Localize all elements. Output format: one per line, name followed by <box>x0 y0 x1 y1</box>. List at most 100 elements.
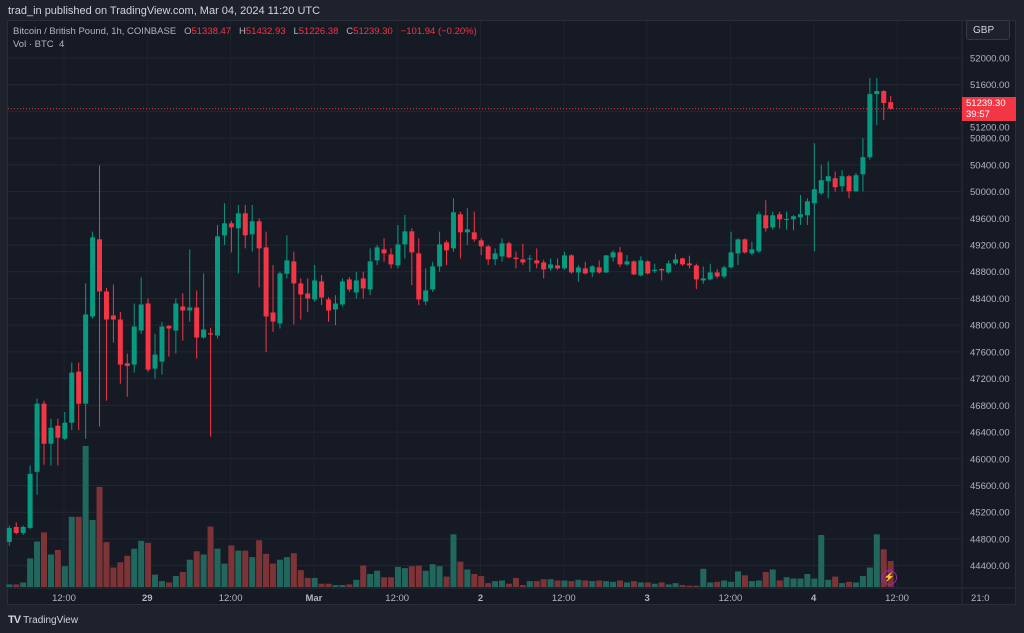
candle-up <box>450 212 456 249</box>
candle-down <box>346 279 352 290</box>
volume-bar <box>748 581 755 587</box>
candle-up <box>666 263 672 273</box>
volume-bar <box>859 575 866 587</box>
candle-down <box>846 176 852 192</box>
candle-down <box>117 319 123 365</box>
symbol-title[interactable]: Bitcoin / British Pound, 1h, COINBASE <box>13 26 177 37</box>
time-tick-label: 3 <box>644 593 649 604</box>
volume-bar <box>346 584 353 587</box>
candle-down <box>541 262 547 270</box>
candle-up <box>867 94 873 158</box>
price-tick-label: 47600.00 <box>970 347 1010 358</box>
volume-bar <box>839 583 846 587</box>
candle-up <box>430 266 436 290</box>
volume-bar <box>561 580 568 587</box>
candle-down <box>832 178 838 188</box>
volume-bar <box>846 581 853 587</box>
time-tick-label: 29 <box>142 593 153 604</box>
candle-down <box>881 91 887 104</box>
candle-up <box>735 239 741 254</box>
candle-down <box>659 269 665 271</box>
high-label: H <box>239 26 246 37</box>
volume-bar <box>41 532 47 587</box>
candle-down <box>76 371 82 404</box>
volume-bar <box>311 577 318 587</box>
volume-bar <box>575 579 582 587</box>
candle-up <box>312 280 318 300</box>
candle-down <box>485 246 491 260</box>
volume-bar <box>651 583 658 587</box>
candle-down <box>228 223 234 228</box>
volume-bar <box>75 516 82 587</box>
time-tick-label: 12:00 <box>219 593 243 604</box>
volume-bar <box>270 563 277 587</box>
volume-bar <box>186 559 193 587</box>
volume-bar <box>783 577 790 587</box>
volume-bar <box>603 581 610 587</box>
volume-bar <box>797 578 804 587</box>
volume-bar <box>589 581 596 587</box>
candle-up <box>610 252 616 258</box>
volume-bar <box>679 585 686 587</box>
volume-bar <box>89 520 96 587</box>
candle-up <box>395 244 401 266</box>
candle-up <box>34 403 40 472</box>
volume-bar <box>637 582 644 587</box>
candle-up <box>603 255 609 273</box>
volume-bar <box>485 583 492 587</box>
candle-up <box>804 201 810 216</box>
volume-bar <box>290 553 297 587</box>
volume-bar <box>450 534 457 587</box>
high-value: 51432.93 <box>245 26 286 37</box>
candle-up <box>159 326 165 362</box>
volume-label[interactable]: Vol · BTC <box>13 39 54 50</box>
volume-bar <box>394 566 401 587</box>
candle-up <box>249 221 255 235</box>
volume-bar <box>436 566 443 587</box>
currency-button[interactable]: GBP <box>966 20 1010 40</box>
price-tick-label: 46000.00 <box>970 454 1010 465</box>
candle-down <box>263 247 269 317</box>
candle-down <box>388 254 394 265</box>
volume-bar <box>96 486 103 587</box>
price-tick-label: 50000.00 <box>970 187 1010 198</box>
candle-up <box>6 527 12 542</box>
volume-bar <box>276 559 283 587</box>
candle-down <box>13 526 19 533</box>
price-tick-label: 48800.00 <box>970 267 1010 278</box>
time-tick-label: 4 <box>811 593 817 604</box>
brand-name: TradingView <box>23 614 79 626</box>
candle-up <box>152 354 158 369</box>
candle-down <box>444 242 450 251</box>
candle-up <box>499 243 505 257</box>
volume-bar <box>714 581 721 587</box>
candle-down <box>777 214 783 220</box>
time-tick-label: 12:00 <box>385 593 409 604</box>
volume-bar <box>464 569 471 587</box>
candle-up <box>27 473 33 528</box>
volume-bar <box>499 580 506 587</box>
volume-bar <box>505 583 512 587</box>
low-value: 51226.38 <box>298 26 339 37</box>
candle-up <box>215 236 220 336</box>
price-tick-label: 50400.00 <box>970 160 1010 171</box>
candle-up <box>284 260 290 274</box>
candle-down <box>55 425 61 438</box>
lightning-icon[interactable]: ⚡ <box>882 570 897 585</box>
candle-up <box>527 258 533 260</box>
candle-down <box>103 291 109 320</box>
volume-bar <box>762 572 769 587</box>
volume-bar <box>707 582 714 587</box>
volume-bar <box>110 567 117 587</box>
volume-bar <box>533 581 540 587</box>
candle-down <box>242 213 248 236</box>
volume-bar <box>825 579 832 587</box>
volume-legend: Vol · BTC 4 <box>13 39 64 50</box>
candle-up <box>402 231 408 245</box>
open-label: O <box>184 26 192 37</box>
volume-bar <box>68 516 75 587</box>
tradingview-logo[interactable]: TV TradingView <box>8 614 78 626</box>
time-tick-label: Mar <box>305 593 322 604</box>
candle-up <box>770 215 776 228</box>
